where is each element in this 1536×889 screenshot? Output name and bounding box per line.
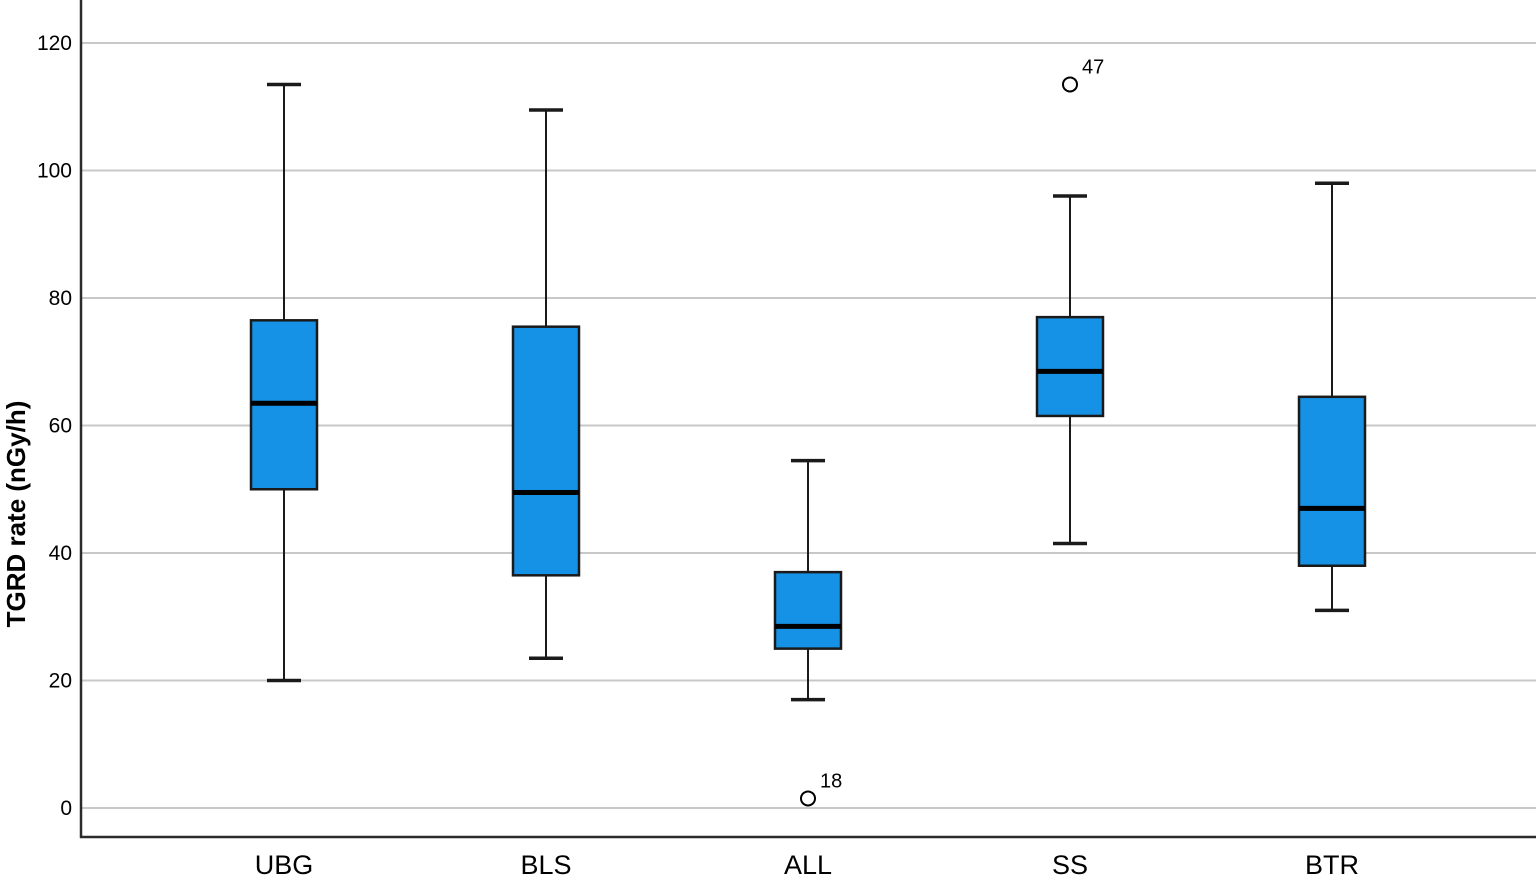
y-tick-label-120: 120 — [37, 32, 72, 55]
y-tick-label-40: 40 — [49, 542, 72, 565]
outlier-point-ALL-18 — [800, 790, 816, 807]
y-tick-label-0: 0 — [60, 797, 72, 820]
y-tick-label-60: 60 — [49, 415, 72, 438]
y-tick-label-80: 80 — [49, 287, 72, 310]
y-tick-label-20: 20 — [49, 670, 72, 693]
outlier-label-SS-47: 47 — [1082, 56, 1104, 78]
y-axis-title: TGRD rate (nGy/h) — [1, 400, 31, 628]
outlier-label-ALL-18: 18 — [820, 770, 842, 792]
box-BTR — [1297, 395, 1367, 567]
box-SS — [1035, 315, 1105, 418]
x-tick-label-ALL: ALL — [784, 850, 832, 880]
x-tick-label-UBG: UBG — [255, 850, 314, 880]
x-tick-label-SS: SS — [1052, 850, 1088, 880]
box-ALL — [773, 570, 843, 650]
x-tick-label-BTR: BTR — [1305, 850, 1359, 880]
y-tick-label-100: 100 — [37, 160, 72, 183]
outlier-point-SS-47 — [1062, 76, 1078, 93]
x-tick-label-BLS: BLS — [520, 850, 571, 880]
box-BLS — [511, 325, 581, 577]
